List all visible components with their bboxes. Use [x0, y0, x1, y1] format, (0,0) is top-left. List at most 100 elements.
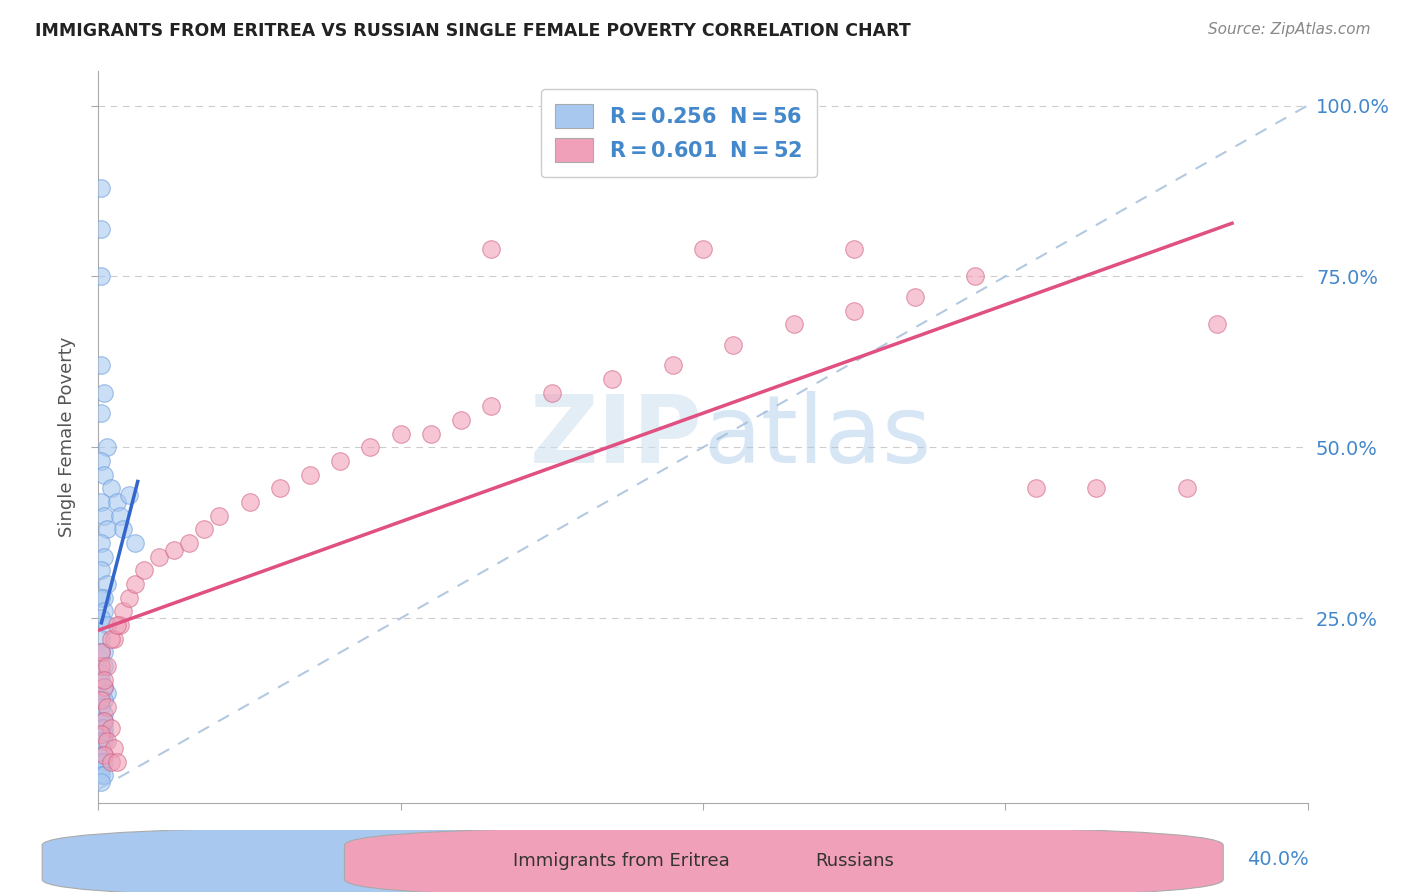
Point — [93, 727, 115, 741]
Text: Russians: Russians — [815, 852, 894, 870]
Point — [103, 741, 125, 756]
Point — [1024, 481, 1046, 495]
Text: ZIP: ZIP — [530, 391, 703, 483]
Point — [90, 755, 112, 769]
Point — [481, 242, 503, 256]
Point — [481, 400, 503, 414]
Point — [93, 721, 115, 735]
Point — [723, 338, 745, 352]
Y-axis label: Single Female Poverty: Single Female Poverty — [58, 337, 76, 537]
Point — [90, 673, 112, 687]
Point — [93, 385, 115, 400]
Point — [90, 536, 112, 550]
FancyBboxPatch shape — [344, 826, 1223, 892]
Point — [90, 221, 112, 235]
Point — [118, 488, 141, 502]
Point — [90, 714, 112, 728]
Point — [100, 632, 122, 646]
Point — [90, 734, 112, 748]
Point — [93, 591, 115, 605]
Text: Source: ZipAtlas.com: Source: ZipAtlas.com — [1208, 22, 1371, 37]
Point — [1206, 318, 1229, 332]
Point — [93, 673, 115, 687]
Point — [90, 645, 112, 659]
Point — [108, 618, 131, 632]
Point — [602, 372, 624, 386]
Point — [329, 454, 352, 468]
Point — [179, 536, 201, 550]
Point — [90, 665, 112, 680]
Point — [90, 495, 112, 509]
Point — [692, 242, 714, 256]
Point — [90, 775, 112, 789]
Point — [96, 440, 118, 454]
Point — [124, 536, 146, 550]
Point — [90, 747, 112, 762]
Point — [90, 700, 112, 714]
Point — [93, 549, 115, 564]
Point — [90, 269, 112, 284]
Point — [90, 659, 112, 673]
Point — [96, 522, 118, 536]
Point — [661, 359, 683, 373]
Point — [103, 632, 125, 646]
Point — [96, 577, 118, 591]
Point — [100, 481, 122, 495]
Point — [111, 522, 134, 536]
Point — [93, 693, 115, 707]
Point — [90, 693, 112, 707]
Text: 40.0%: 40.0% — [1247, 850, 1309, 870]
Point — [1085, 481, 1108, 495]
Point — [90, 762, 112, 776]
Point — [360, 440, 382, 454]
Point — [90, 611, 112, 625]
FancyBboxPatch shape — [42, 826, 921, 892]
Text: 0.0%: 0.0% — [97, 850, 146, 870]
Point — [90, 632, 112, 646]
Point — [96, 686, 118, 700]
Point — [93, 755, 115, 769]
Point — [844, 303, 866, 318]
Point — [450, 413, 472, 427]
Text: Immigrants from Eritrea: Immigrants from Eritrea — [513, 852, 730, 870]
Point — [96, 618, 118, 632]
Point — [269, 481, 291, 495]
Point — [93, 734, 115, 748]
Point — [124, 577, 146, 591]
Point — [90, 693, 112, 707]
Point — [90, 406, 112, 420]
Point — [93, 680, 115, 694]
Point — [239, 495, 262, 509]
Point — [1175, 481, 1198, 495]
Point — [90, 721, 112, 735]
Point — [93, 680, 115, 694]
Point — [90, 768, 112, 782]
Point — [105, 755, 128, 769]
Point — [389, 426, 412, 441]
Point — [540, 385, 562, 400]
Point — [420, 426, 443, 441]
Point — [105, 618, 128, 632]
Point — [904, 290, 927, 304]
Point — [90, 359, 112, 373]
Point — [93, 714, 115, 728]
Point — [96, 700, 118, 714]
Point — [163, 542, 186, 557]
Point — [93, 747, 115, 762]
Point — [965, 269, 987, 284]
Point — [93, 768, 115, 782]
Point — [118, 591, 141, 605]
Point — [96, 734, 118, 748]
Point — [148, 549, 170, 564]
Point — [100, 755, 122, 769]
Point — [90, 563, 112, 577]
Point — [90, 727, 112, 741]
Point — [90, 727, 112, 741]
Point — [108, 508, 131, 523]
Text: atlas: atlas — [703, 391, 931, 483]
Point — [100, 721, 122, 735]
Point — [93, 604, 115, 618]
Point — [93, 706, 115, 721]
Point — [299, 467, 322, 482]
Point — [90, 741, 112, 756]
